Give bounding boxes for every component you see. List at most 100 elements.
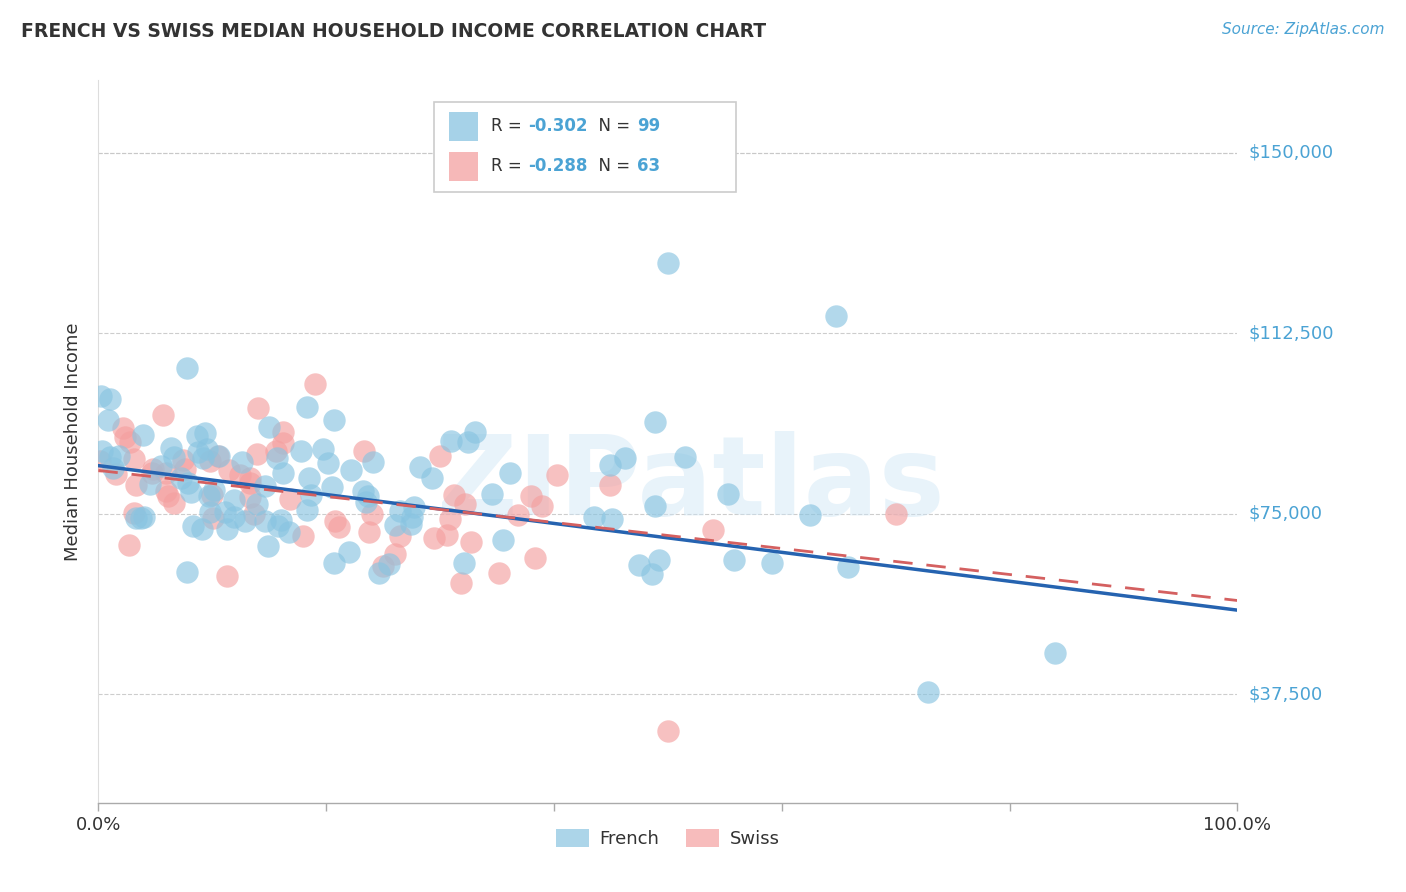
Point <box>163 496 186 510</box>
Point <box>1043 647 1066 661</box>
Point <box>155 466 177 480</box>
Point <box>191 450 214 465</box>
Point <box>388 529 411 543</box>
Point <box>176 565 198 579</box>
Y-axis label: Median Household Income: Median Household Income <box>65 322 83 561</box>
Point <box>224 510 246 524</box>
Point <box>246 497 269 511</box>
Point <box>181 519 204 533</box>
Point <box>340 463 363 477</box>
Point <box>207 449 229 463</box>
Point <box>799 508 821 522</box>
Point <box>295 400 318 414</box>
Point <box>114 430 136 444</box>
Point <box>457 435 479 450</box>
Point <box>316 456 339 470</box>
Point <box>531 499 554 513</box>
Point <box>492 533 515 548</box>
Text: -0.302: -0.302 <box>527 118 588 136</box>
Point <box>884 507 907 521</box>
Point <box>264 444 287 458</box>
Point <box>582 509 605 524</box>
Point <box>323 556 346 570</box>
Text: -0.288: -0.288 <box>527 157 588 175</box>
Text: $112,500: $112,500 <box>1249 324 1334 343</box>
Text: FRENCH VS SWISS MEDIAN HOUSEHOLD INCOME CORRELATION CHART: FRENCH VS SWISS MEDIAN HOUSEHOLD INCOME … <box>21 22 766 41</box>
Point <box>231 455 253 469</box>
Text: Source: ZipAtlas.com: Source: ZipAtlas.com <box>1222 22 1385 37</box>
Text: R =: R = <box>491 118 527 136</box>
Point <box>440 434 463 448</box>
Point <box>90 389 112 403</box>
Point <box>443 488 465 502</box>
Point <box>98 392 121 406</box>
Point <box>328 519 350 533</box>
Point <box>198 505 221 519</box>
Point <box>217 522 239 536</box>
Point <box>479 160 502 174</box>
Point <box>546 468 568 483</box>
Point <box>235 514 257 528</box>
FancyBboxPatch shape <box>434 102 737 193</box>
Point <box>271 436 294 450</box>
Point <box>373 559 395 574</box>
Point <box>118 435 141 450</box>
Point <box>122 506 145 520</box>
Point <box>122 452 145 467</box>
Point <box>253 479 276 493</box>
Bar <box>449 152 478 180</box>
Point <box>191 522 214 536</box>
Point <box>423 531 446 545</box>
Point <box>361 508 384 522</box>
Point <box>384 518 406 533</box>
Point <box>246 401 269 416</box>
Point <box>481 487 503 501</box>
Point <box>201 488 224 502</box>
Point <box>673 450 696 464</box>
Point <box>644 499 666 513</box>
Point <box>363 455 385 469</box>
Point <box>266 451 288 466</box>
Point <box>160 441 183 455</box>
Point <box>291 529 314 543</box>
Point <box>506 508 529 522</box>
Point <box>384 547 406 561</box>
Point <box>295 503 318 517</box>
Point <box>488 566 510 581</box>
Point <box>628 558 651 573</box>
Point <box>239 491 262 505</box>
Point <box>523 551 546 566</box>
Point <box>641 567 664 582</box>
Point <box>325 514 347 528</box>
Point <box>520 489 543 503</box>
Text: R =: R = <box>491 157 527 175</box>
Point <box>271 467 294 481</box>
Point <box>657 723 679 738</box>
Point <box>352 483 374 498</box>
Text: N =: N = <box>588 157 636 175</box>
Point <box>599 458 621 472</box>
Point <box>229 468 252 483</box>
Point <box>367 566 389 581</box>
Point <box>436 527 458 541</box>
Point <box>401 510 423 524</box>
Point <box>257 539 280 553</box>
Point <box>460 535 482 549</box>
Point <box>202 483 225 498</box>
Point <box>139 477 162 491</box>
Point <box>298 470 321 484</box>
Point <box>186 429 208 443</box>
Point <box>214 505 236 519</box>
Point <box>107 449 129 463</box>
Point <box>89 454 111 468</box>
Point <box>149 459 172 474</box>
Point <box>125 478 148 492</box>
Point <box>337 545 360 559</box>
Point <box>399 516 422 531</box>
Point <box>613 451 636 466</box>
Point <box>600 512 623 526</box>
Point <box>201 510 224 524</box>
Point <box>104 467 127 481</box>
Point <box>837 560 859 574</box>
Point <box>267 519 290 533</box>
